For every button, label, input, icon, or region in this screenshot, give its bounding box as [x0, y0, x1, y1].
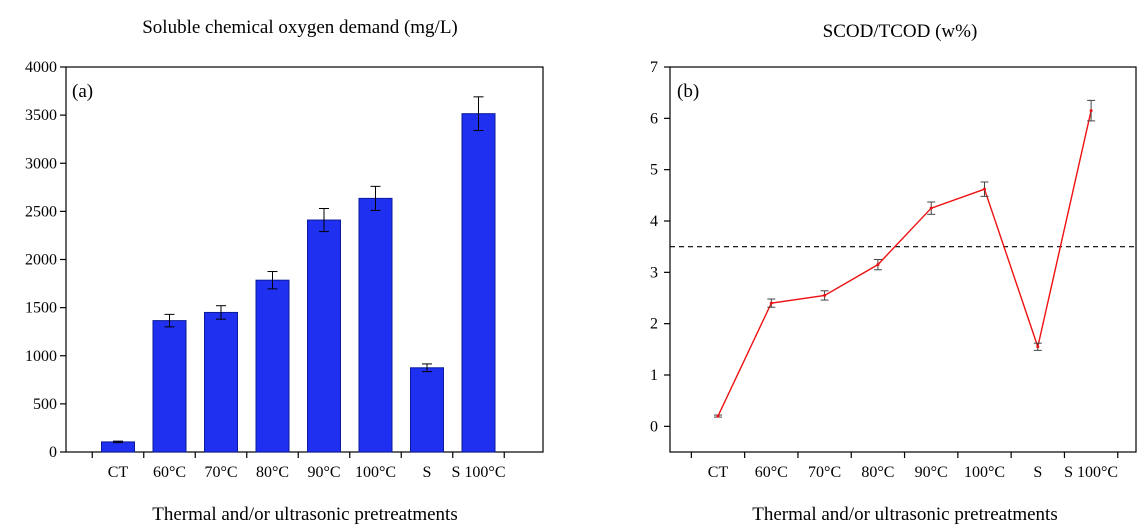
error-bar — [164, 313, 175, 328]
bar — [307, 219, 341, 453]
x-tick-label: 70°C — [204, 464, 237, 481]
y-tick-label: 1500 — [25, 300, 57, 317]
bar — [101, 441, 135, 453]
panel-b-series — [670, 99, 1136, 418]
data-point — [716, 414, 720, 418]
x-tick-label: S 100°C — [452, 464, 506, 481]
bar — [461, 113, 496, 453]
y-tick-label: 4000 — [25, 59, 57, 76]
data-point — [929, 206, 933, 210]
x-tick-label: 90°C — [915, 464, 948, 481]
bar — [255, 279, 290, 453]
x-tick-label: 90°C — [307, 464, 340, 481]
panel-b-x-axis: CT 60°C 70°C 80°C 90°C 100°C S S 100°C — [690, 452, 1119, 481]
error-bar — [473, 96, 484, 132]
panel-a-y-axis: 0 500 1000 1500 2000 2500 3000 3500 4000 — [25, 59, 66, 461]
y-tick-label: 7 — [650, 59, 658, 76]
y-tick-label: 1000 — [25, 348, 57, 365]
data-point — [823, 293, 827, 297]
panel-a-label: (a) — [72, 81, 93, 102]
data-point — [769, 301, 773, 305]
y-tick-label: 3000 — [25, 155, 57, 172]
x-tick-label: 70°C — [808, 464, 841, 481]
y-tick-label: 3500 — [25, 107, 57, 124]
bar — [204, 311, 238, 453]
x-tick-label: S 100°C — [1064, 464, 1118, 481]
bar — [152, 320, 187, 453]
x-tick-label: 60°C — [755, 464, 788, 481]
y-tick-label: 5 — [650, 162, 658, 179]
x-tick-label: S — [423, 464, 432, 481]
y-tick-label: 6 — [650, 110, 658, 127]
y-tick-label: 1 — [650, 367, 658, 384]
x-tick-label: S — [1033, 464, 1042, 481]
error-bar — [319, 207, 329, 233]
error-bar — [422, 363, 432, 373]
panel-a-x-axis: CT 60°C 70°C 80°C 90°C 100°C S S 100°C — [91, 452, 506, 481]
error-bar — [113, 440, 123, 444]
x-tick-label: CT — [708, 464, 729, 481]
data-point — [1089, 109, 1093, 113]
panel-b-x-label: Thermal and/or ultrasonic pretreatments — [752, 504, 1057, 525]
series-line — [717, 110, 1092, 417]
panel-b-line-chart: SCOD/TCOD (w%) (b) 0 1 2 3 4 5 6 7 CT 60°C 70°C 80… — [650, 21, 1137, 525]
panel-b-title: SCOD/TCOD (w%) — [823, 21, 978, 42]
y-tick-label: 2500 — [25, 203, 57, 220]
x-tick-label: 80°C — [256, 464, 289, 481]
x-tick-label: 80°C — [861, 464, 894, 481]
bar — [410, 367, 444, 453]
y-tick-label: 500 — [33, 396, 57, 413]
panel-a-title: Soluble chemical oxygen demand (mg/L) — [142, 17, 458, 38]
y-tick-label: 2000 — [25, 252, 57, 269]
x-tick-label: 60°C — [153, 464, 186, 481]
panel-a-bar-chart: Soluble chemical oxygen demand (mg/L) (a… — [25, 17, 544, 525]
panel-a-x-label: Thermal and/or ultrasonic pretreatments — [152, 504, 457, 525]
y-tick-label: 2 — [650, 316, 658, 333]
data-point — [1036, 345, 1040, 349]
panel-b-plot-frame — [669, 66, 1137, 453]
error-bar — [370, 185, 381, 211]
y-tick-label: 0 — [650, 418, 658, 435]
y-tick-label: 0 — [49, 444, 57, 461]
error-bar — [267, 271, 278, 290]
bar — [358, 197, 393, 453]
error-bar — [216, 305, 226, 320]
data-point — [876, 263, 880, 267]
x-tick-label: CT — [108, 464, 129, 481]
y-tick-label: 3 — [650, 264, 658, 281]
y-tick-label: 4 — [650, 213, 658, 230]
panel-b-label: (b) — [677, 81, 699, 102]
panel-b-y-axis: 0 1 2 3 4 5 6 7 — [650, 59, 670, 435]
x-tick-label: 100°C — [964, 464, 1005, 481]
x-tick-label: 100°C — [355, 464, 396, 481]
panel-a-bars — [101, 96, 496, 453]
data-point — [983, 187, 986, 191]
